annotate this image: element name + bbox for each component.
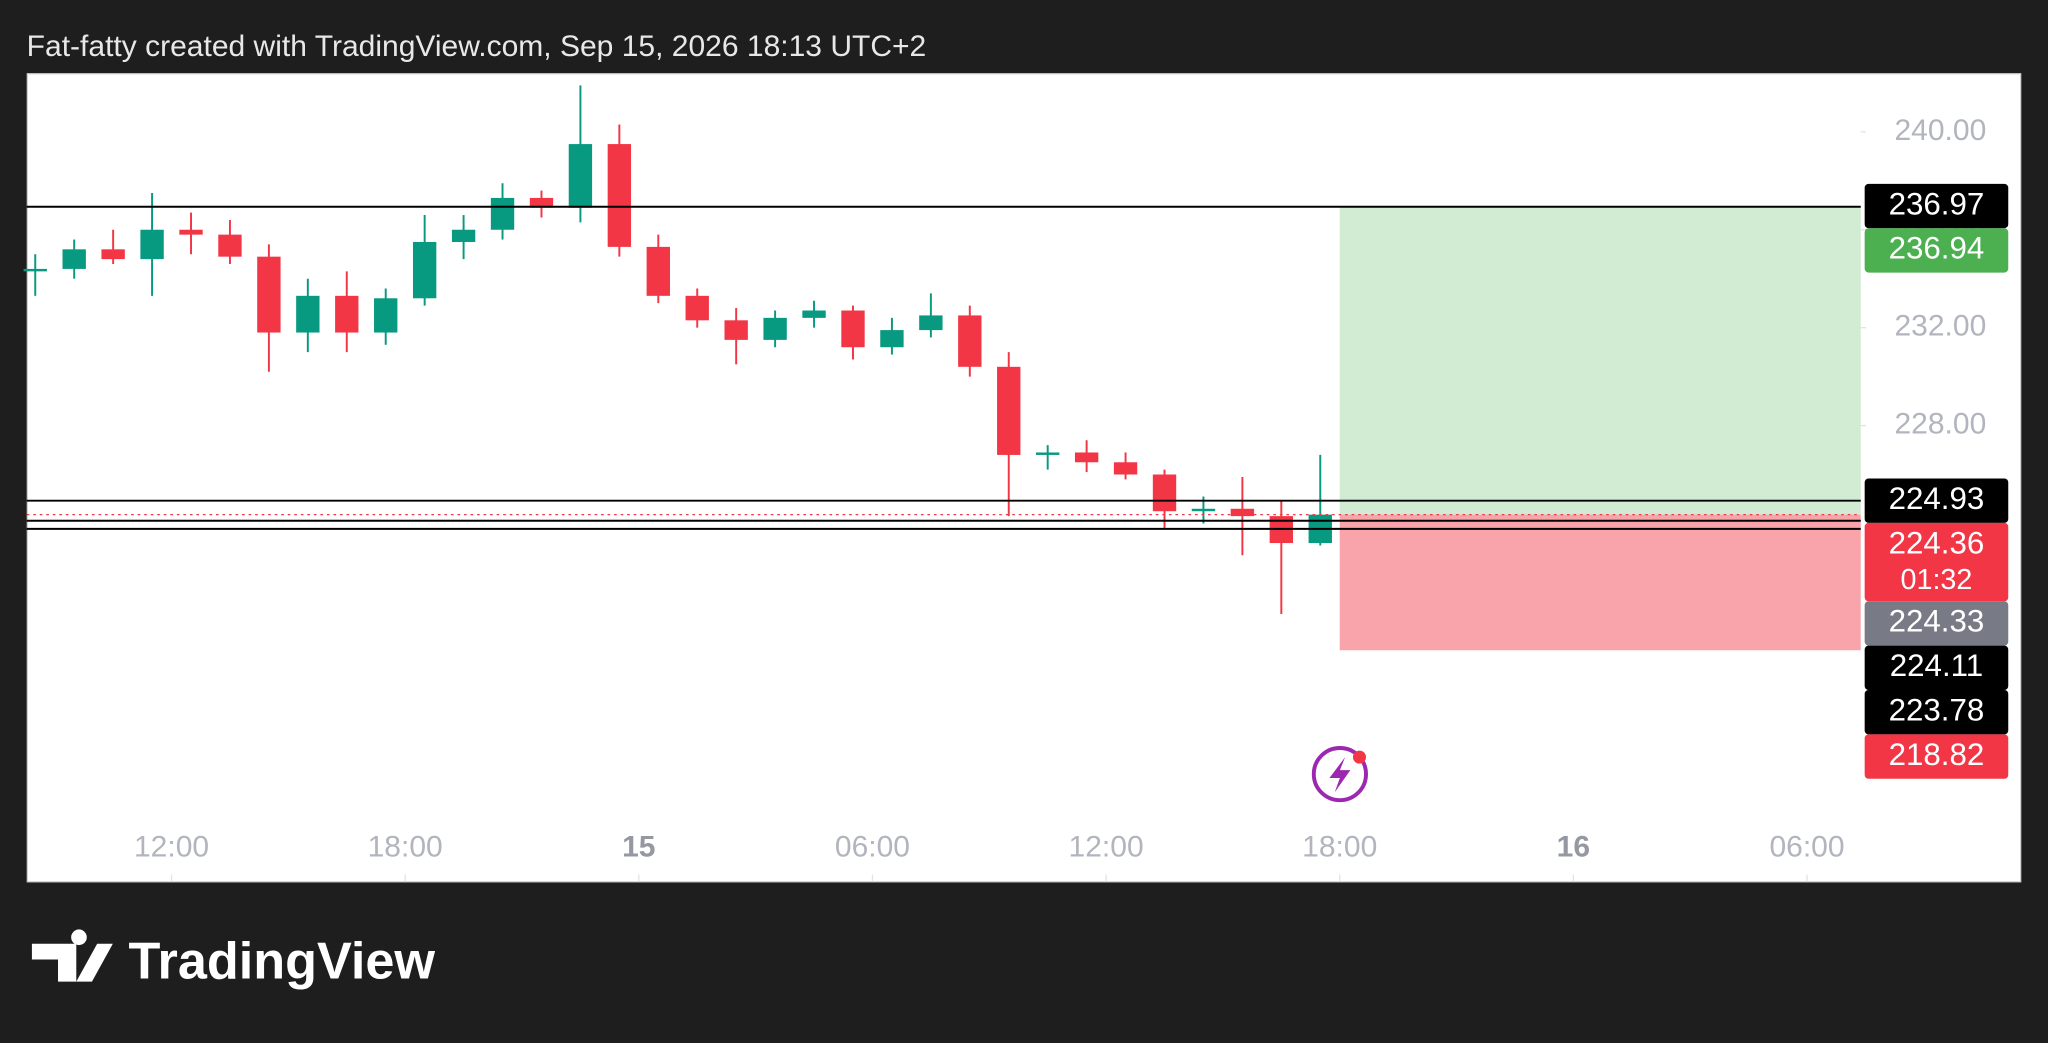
candle-body	[724, 320, 748, 340]
loss-zone	[1339, 514, 1861, 651]
candle-body	[1230, 508, 1255, 517]
y-tick-label: 240.00	[1894, 114, 1986, 147]
price-label-box	[1864, 645, 2009, 690]
price-label: 223.78	[1889, 692, 1985, 727]
candle-body	[374, 298, 398, 333]
candle-body	[802, 310, 826, 318]
candle-body	[568, 144, 593, 208]
candle-body	[607, 144, 632, 247]
alert-bolt	[1329, 757, 1351, 793]
price-label: 236.97	[1889, 186, 1985, 221]
candle-body	[490, 197, 515, 230]
candle-body	[1152, 474, 1177, 512]
candle-body	[296, 295, 320, 333]
chart-layer: 240.00236.00232.00228.0012:0018:001506:0…	[23, 85, 2009, 882]
x-tick-label: 12:00	[134, 830, 209, 863]
price-label: 224.33	[1889, 604, 1985, 639]
price-label-box	[1864, 601, 2009, 646]
candle-body	[101, 249, 125, 260]
x-tick-label: 15	[622, 830, 655, 863]
candle-body	[1074, 452, 1099, 463]
candle-body	[257, 256, 281, 333]
y-tick-label: 232.00	[1894, 310, 1986, 343]
candle-body	[62, 249, 86, 269]
countdown-label: 01:32	[1901, 564, 1973, 596]
candle-body	[529, 197, 554, 208]
header-text: Fat-fatty created with TradingView.com, …	[27, 30, 927, 63]
x-tick-label: 18:00	[368, 830, 443, 863]
price-label-box	[1864, 522, 2009, 602]
candle-body	[646, 246, 670, 296]
candle-body	[335, 295, 359, 333]
price-label: 224.93	[1889, 481, 1985, 516]
price-label-box	[1864, 734, 2009, 779]
candle-body	[841, 310, 865, 348]
price-label-box	[1864, 183, 2009, 229]
x-tick-label: 06:00	[835, 830, 910, 863]
price-label-box	[1864, 689, 2009, 735]
price-label: 218.82	[1889, 737, 1985, 772]
price-label-box	[1864, 478, 2009, 523]
candle-body	[1113, 462, 1138, 475]
candle-body	[218, 234, 242, 257]
candle-body	[1036, 452, 1060, 455]
candle-body	[685, 295, 709, 321]
candle-body	[958, 315, 982, 367]
profit-zone	[1339, 206, 1861, 515]
candle-body	[412, 241, 437, 299]
x-tick-label: 16	[1557, 830, 1590, 863]
candle-body	[997, 366, 1021, 455]
candle-body	[140, 229, 164, 260]
x-tick-label: 18:00	[1302, 830, 1377, 863]
x-tick-label: 12:00	[1069, 830, 1144, 863]
brand-name: TradingView	[129, 932, 436, 990]
alert-dot	[1352, 750, 1367, 764]
candle-body	[23, 268, 47, 272]
y-tick-label: 228.00	[1894, 407, 1986, 440]
alert-ring	[1311, 746, 1368, 803]
candle-body	[763, 317, 787, 340]
candle-body	[919, 315, 943, 331]
candle-body	[451, 229, 476, 242]
x-tick-label: 06:00	[1769, 830, 1844, 863]
brand-logo: TradingView	[31, 929, 436, 990]
candle-body	[179, 229, 203, 235]
alert-icon	[1311, 746, 1368, 803]
price-label-box	[1864, 228, 2009, 273]
price-label: 236.94	[1889, 231, 1985, 266]
price-label: 224.11	[1890, 648, 1983, 683]
plot-area	[26, 73, 2022, 883]
price-label: 224.36	[1889, 525, 1985, 560]
candle-body	[880, 330, 904, 348]
logo-mark	[31, 929, 113, 982]
candle-body	[1191, 508, 1216, 512]
